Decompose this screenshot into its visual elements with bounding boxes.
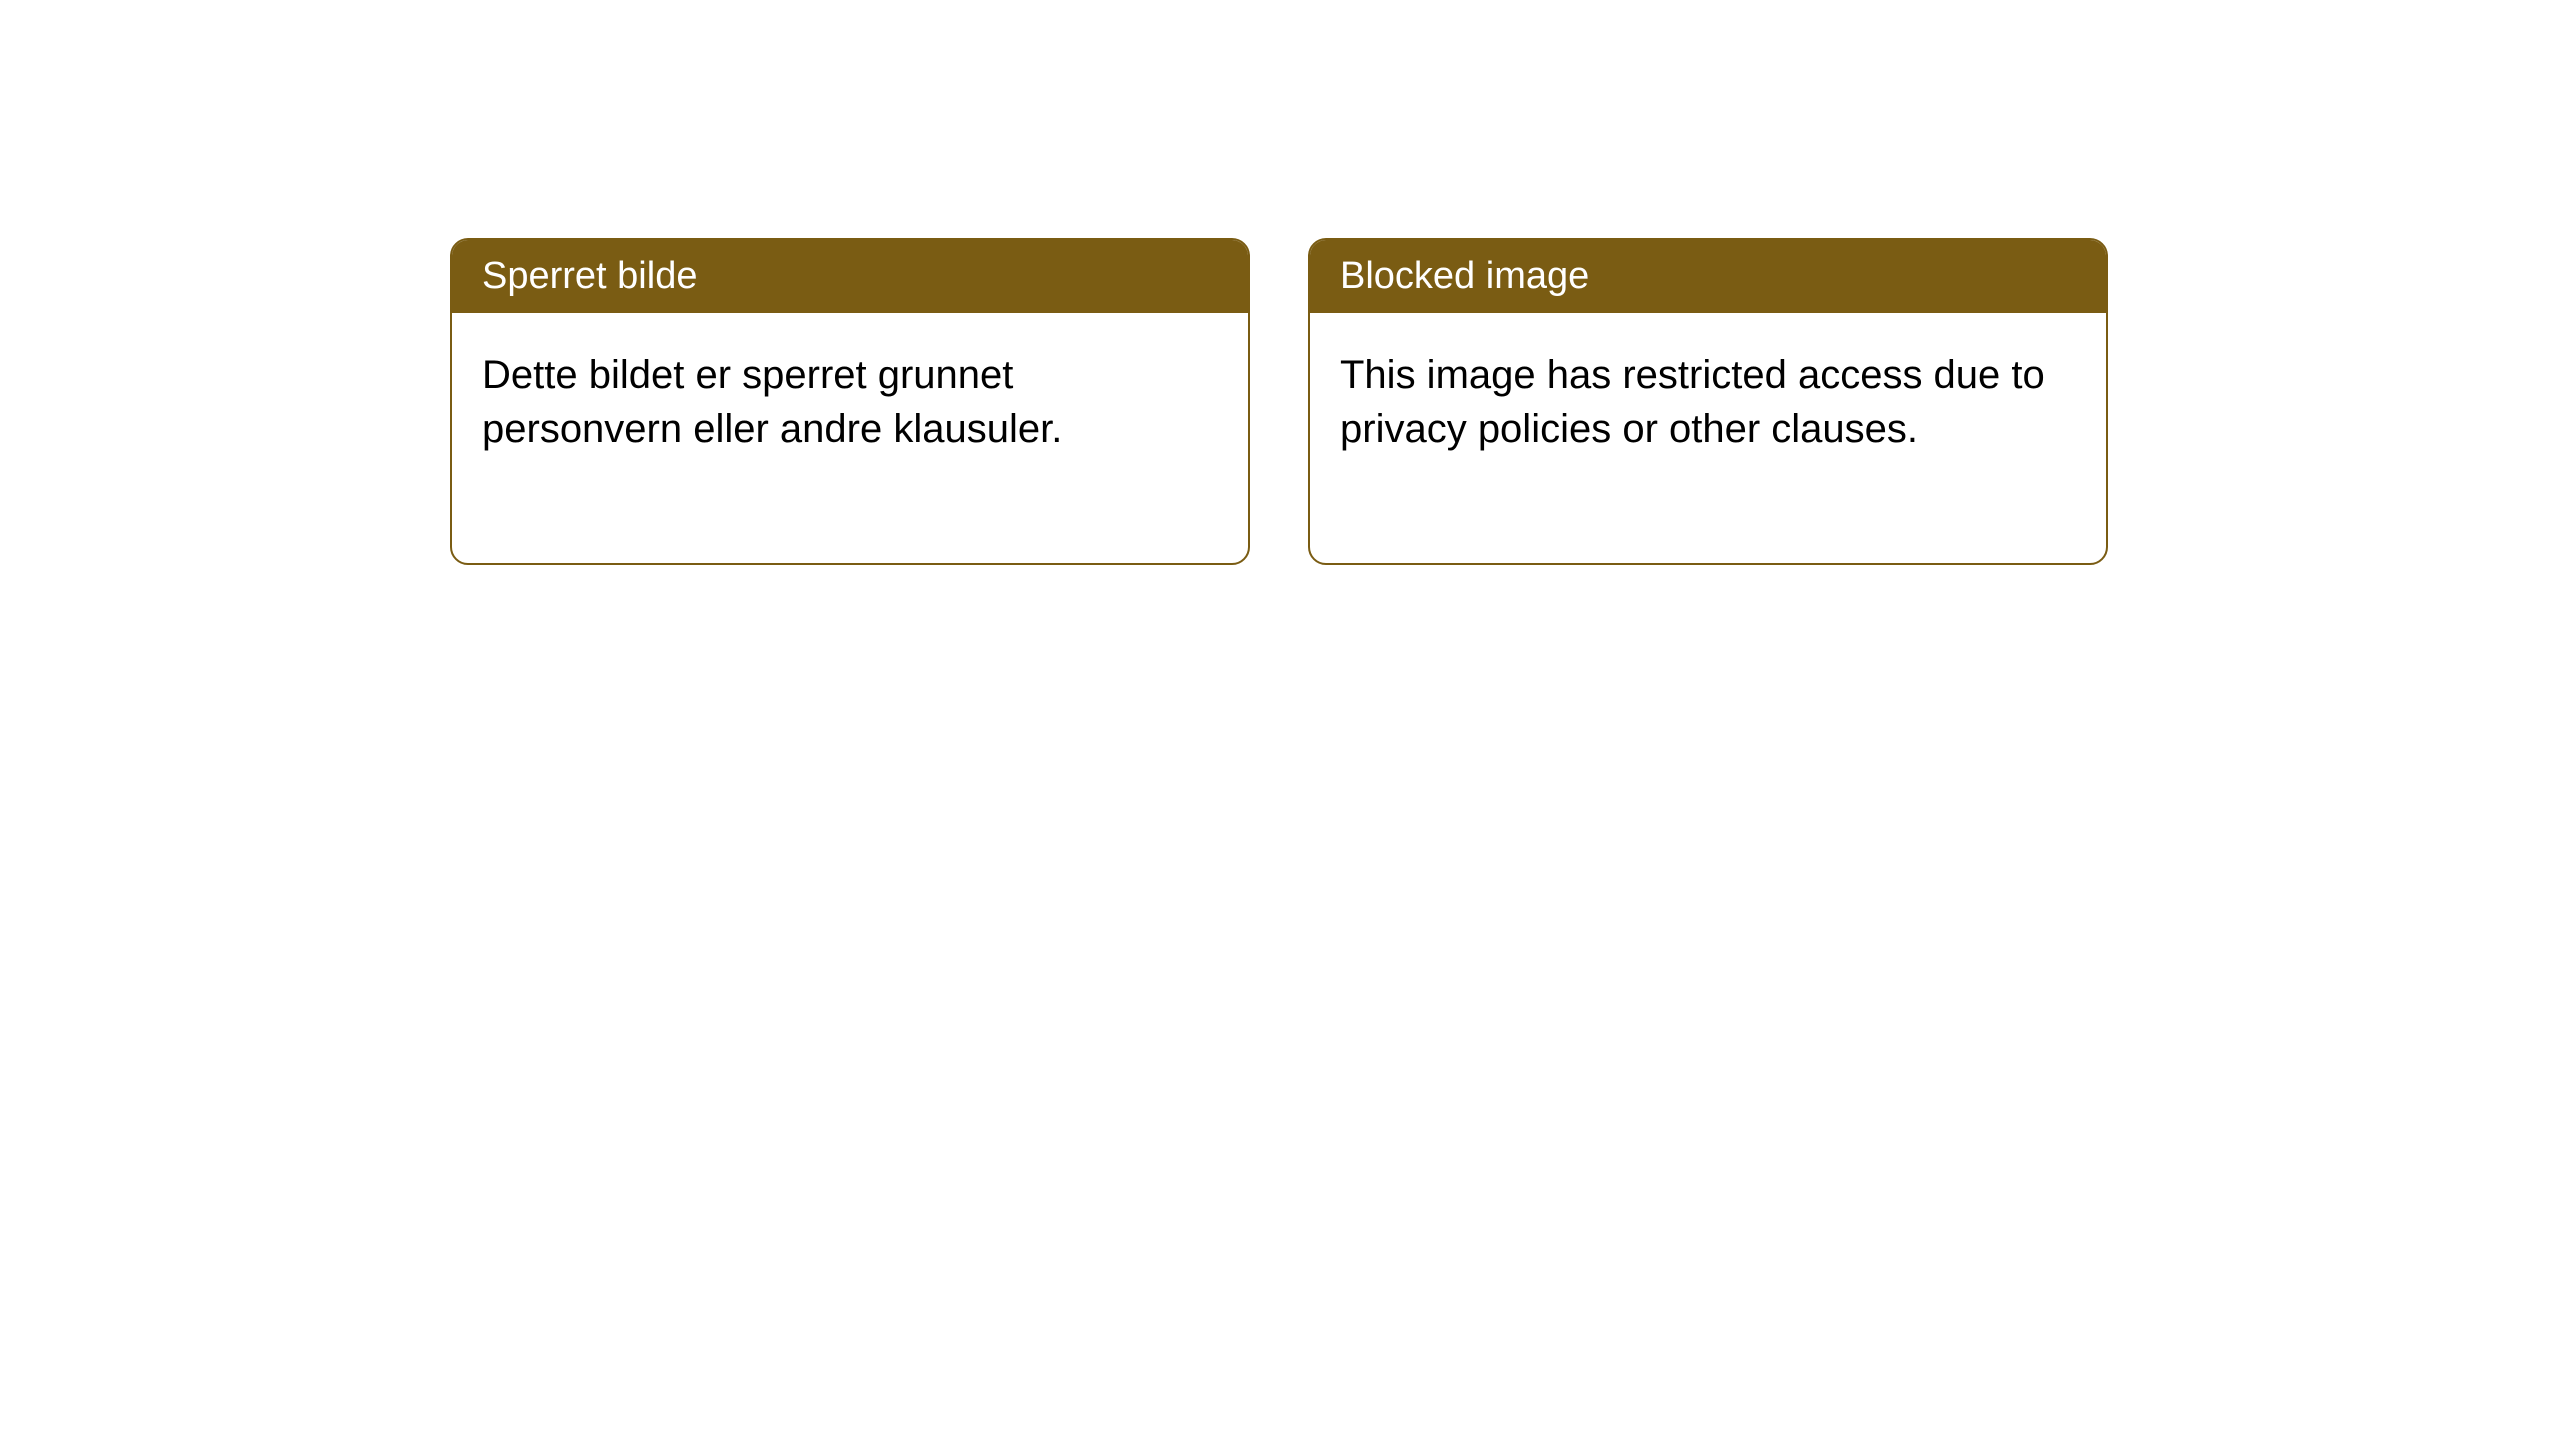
notice-card-header: Blocked image — [1310, 240, 2106, 313]
notice-card-body: Dette bildet er sperret grunnet personve… — [452, 313, 1248, 563]
notice-card-text: This image has restricted access due to … — [1340, 353, 2045, 451]
notice-card-title: Blocked image — [1340, 255, 1589, 297]
notice-card-english: Blocked image This image has restricted … — [1308, 238, 2108, 565]
notice-card-text: Dette bildet er sperret grunnet personve… — [482, 353, 1062, 451]
notice-card-title: Sperret bilde — [482, 255, 697, 297]
notice-card-norwegian: Sperret bilde Dette bildet er sperret gr… — [450, 238, 1250, 565]
notice-card-container: Sperret bilde Dette bildet er sperret gr… — [450, 238, 2108, 565]
notice-card-body: This image has restricted access due to … — [1310, 313, 2106, 563]
notice-card-header: Sperret bilde — [452, 240, 1248, 313]
